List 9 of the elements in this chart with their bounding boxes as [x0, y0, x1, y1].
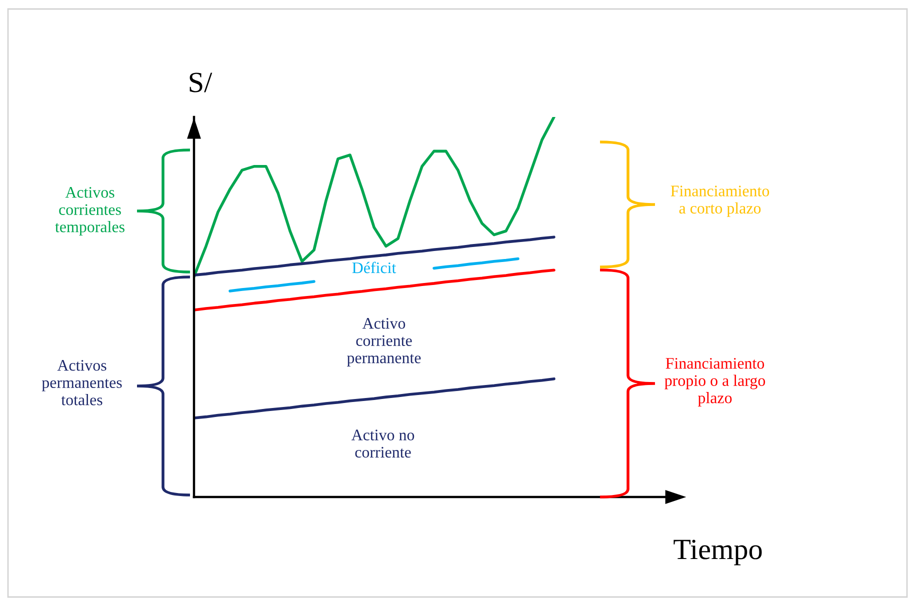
text: Déficit [352, 262, 396, 274]
text: Activos corrientes temporales [55, 187, 124, 236]
x-axis-title: Tiempo [674, 540, 762, 566]
annotation: Activo corriente permanente [347, 318, 421, 366]
annotation: Activo no corriente [351, 430, 414, 458]
annotation: Financiamiento propio o a largo plazo [664, 358, 766, 407]
y-axis-title: S/ [190, 72, 212, 92]
text: Activos permanentes totales [42, 360, 122, 406]
annotation: Financiamiento a corto plazo [670, 186, 770, 217]
